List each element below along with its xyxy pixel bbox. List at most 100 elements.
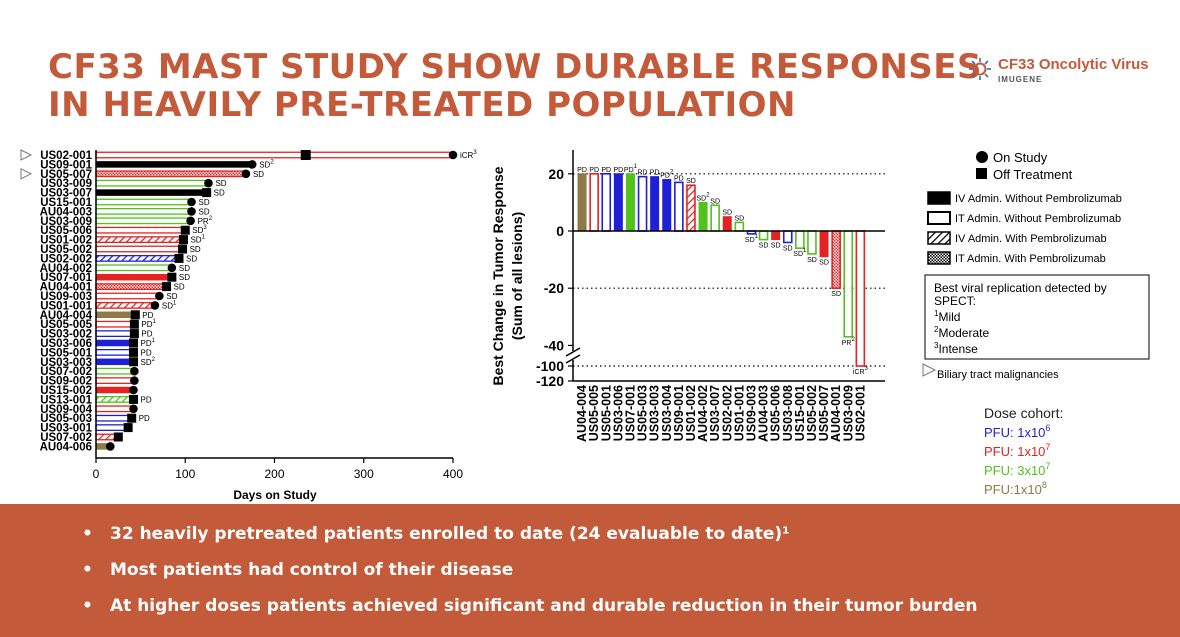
legend-it-without: IT Admin. Without Pembrolizumab: [955, 213, 1121, 225]
waterfall-category-label: US03-004: [660, 385, 674, 441]
on-study-marker: [186, 216, 195, 226]
swimmer-bar: [95, 161, 253, 168]
swimmer-patient-label: US05-002: [40, 244, 92, 256]
swimmer-response-label: PD: [141, 330, 152, 339]
waterfall-bar: [734, 221, 745, 232]
biliary-marker-icon: [20, 149, 33, 161]
waterfall-bar: [843, 230, 854, 338]
waterfall-y-tick-label: 20: [548, 166, 564, 182]
swimmer-patient-label: US07-001: [40, 272, 92, 284]
waterfall-category-label: US07-001: [623, 385, 637, 441]
swimmer-response-label: SD3: [192, 225, 207, 235]
spect-intense: 3Intense: [934, 341, 978, 356]
swimmer-response-label: SD: [190, 245, 201, 254]
swimmer-bar: [95, 189, 208, 196]
off-treatment-marker: [123, 423, 133, 433]
swimmer-patient-label: US15-002: [40, 385, 92, 397]
off-treatment-marker: [174, 253, 184, 263]
swimmer-bar: [95, 414, 133, 422]
off-treatment-marker: [128, 394, 138, 404]
waterfall-category-label: US09-003: [744, 385, 758, 441]
waterfall-category-label: US15-001: [793, 385, 807, 441]
off-treatment-marker: [128, 357, 138, 367]
on-study-marker: [187, 207, 196, 216]
swimmer-bar: [95, 367, 136, 375]
waterfall-y-label-2: (Sum of all lesions): [509, 212, 525, 340]
spect-moderate: 2Moderate: [934, 325, 989, 340]
waterfall-bar: [819, 230, 829, 258]
waterfall-y-ticks: 20 0 -20 -40 -100-120: [536, 166, 573, 389]
swimmer-patient-label: US03-009: [40, 178, 92, 190]
swimmer-response-label: PD1: [140, 338, 155, 348]
waterfall-bar: [758, 230, 769, 241]
waterfall-category-label: US05-002: [805, 385, 819, 441]
swimmer-patient-label: US05-006: [40, 225, 92, 237]
swimmer-response-label: SD: [198, 198, 209, 207]
waterfall-response-label: PD: [613, 167, 623, 174]
swimmer-patient-label: AU04-006: [40, 441, 92, 453]
waterfall-y-tick-label: -120: [536, 373, 564, 389]
swimmer-patient-label: US03-002: [40, 329, 92, 341]
swimmer-response-label: PR2: [198, 216, 213, 226]
off-treatment-marker: [129, 329, 139, 339]
figures: iCR3 US02-001 SD2 US09-001 SD US05-007 SD US03-…: [20, 149, 1150, 502]
off-treatment-marker: [128, 338, 138, 348]
waterfall-response-label: PD: [638, 170, 648, 177]
waterfall-response-label: PD2: [660, 170, 674, 180]
swimmer-bar: [95, 311, 136, 319]
dose-3e7: PFU: 3x107: [984, 461, 1050, 478]
swimmer-patient-label: US02-001: [40, 150, 92, 162]
swimmer-bar: [95, 170, 247, 178]
swimmer-patient-label: US03-001: [40, 423, 92, 435]
waterfall-bar: [601, 173, 612, 232]
swimmer-bar: [95, 198, 193, 206]
on-study-marker: [130, 376, 139, 385]
swimmer-patient-label: US05-005: [40, 319, 92, 331]
waterfall-response-label: PD1: [624, 164, 638, 174]
waterfall-bar: [577, 173, 587, 232]
off-treatment-marker: [167, 272, 177, 282]
waterfall-response-label: SD: [710, 198, 720, 205]
logo-subtitle: IMUGENE: [998, 75, 1043, 84]
on-study-marker: [167, 263, 177, 273]
swimmer-x-tick-label: 100: [175, 467, 195, 481]
swimmer-patient-label: AU04-002: [40, 263, 92, 275]
legend-iv-with: IV Admin. With Pembrolizumab: [955, 233, 1107, 245]
on-study-marker: [241, 169, 251, 179]
swimmer-response-label: SD: [253, 170, 264, 179]
swimmer-bar: [95, 424, 129, 432]
waterfall-response-label: SD: [722, 210, 732, 217]
legend-biliary: Biliary tract malignancies: [937, 369, 1059, 381]
legend-off-treatment: Off Treatment: [993, 167, 1073, 182]
swimmer-patient-label: US03-009: [40, 216, 92, 228]
on-study-marker: [187, 197, 196, 207]
waterfall-response-label: SD1: [793, 248, 807, 258]
waterfall-category-label: US05-007: [817, 385, 831, 441]
waterfall-response-label: SD: [771, 243, 781, 250]
waterfall-response-label: PD: [674, 175, 684, 182]
swimmer-bar: [95, 245, 184, 253]
waterfall-y-tick-label: -20: [544, 280, 564, 296]
swimmer-response-label: PD: [142, 311, 153, 320]
dose-title: Dose cohort:: [984, 405, 1063, 421]
page-title: CF33 MAST STUDY SHOW DURABLE RESPONSES I…: [48, 48, 982, 124]
swimmer-bar: [95, 264, 173, 272]
virus-logo-icon: [969, 58, 991, 80]
waterfall-response-label: SD: [783, 245, 793, 252]
axis-break-mark: [565, 347, 581, 364]
swimmer-x-ticks: 0 100 200 300 400: [93, 458, 463, 481]
waterfall-y-label: Best Change in Tumor Response: [490, 166, 506, 385]
swimmer-response-label: iCR3: [460, 150, 477, 160]
waterfall-category-label: US03-007: [708, 385, 722, 441]
waterfall-category-label: US02-002: [720, 385, 734, 441]
waterfall-category-label: AU04-002: [696, 385, 710, 442]
swimmer-patient-label: US01-002: [40, 235, 92, 247]
swimmer-bar: [95, 292, 161, 300]
off-treatment-marker: [162, 282, 172, 292]
waterfall-y-tick-label: -40: [544, 337, 564, 353]
company-logo: CF33 Oncolytic Virus IMUGENE: [968, 55, 1168, 87]
swimmer-bar: [95, 348, 135, 356]
waterfall-response-label: PR2: [842, 337, 856, 347]
waterfall-category-label: US03-008: [781, 385, 795, 441]
on-study-marker: [448, 150, 458, 160]
